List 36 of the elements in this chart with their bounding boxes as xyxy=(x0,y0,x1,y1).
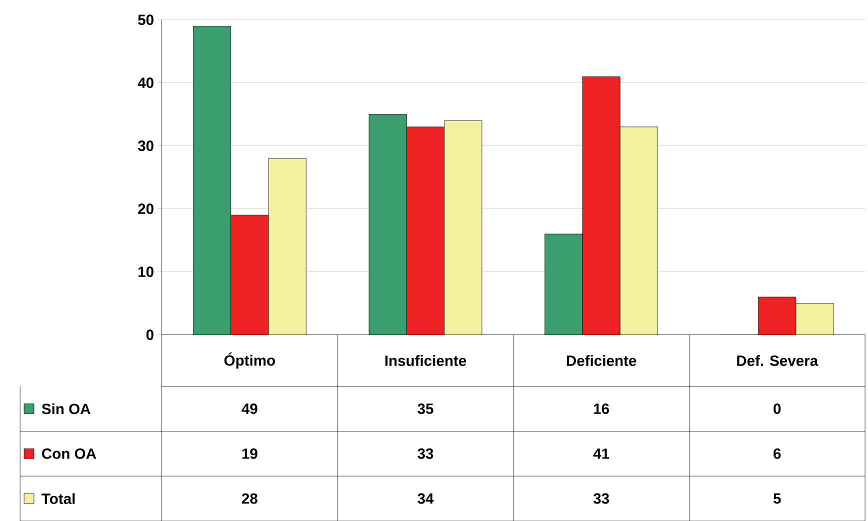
y-tick-label: 0 xyxy=(146,330,154,340)
data-label: 28 xyxy=(242,493,258,504)
data-label: 49 xyxy=(242,404,258,414)
x-tick-label: Def. Severa xyxy=(737,355,818,366)
data-label: 33 xyxy=(418,448,434,459)
bar xyxy=(230,215,268,335)
data-label: 35 xyxy=(418,404,434,414)
bar xyxy=(193,26,231,335)
y-tick-label: 20 xyxy=(138,204,154,214)
y-tick-label: 40 xyxy=(138,78,154,88)
x-tick-label: Deficiente xyxy=(566,355,636,366)
data-label: 41 xyxy=(593,448,610,459)
data-label: 19 xyxy=(242,448,258,459)
bar xyxy=(406,126,444,335)
x-tick-label: Óptimo xyxy=(224,352,275,369)
bar xyxy=(544,234,582,335)
bar xyxy=(582,76,620,335)
x-tick-label: Insuficiente xyxy=(385,355,466,366)
legend-label: Total xyxy=(42,493,75,504)
data-label: 0 xyxy=(774,404,781,414)
data-label: 34 xyxy=(418,493,434,504)
bar xyxy=(444,120,482,335)
bar xyxy=(758,296,796,335)
bar xyxy=(268,158,306,335)
legend-label: Con OA xyxy=(42,448,96,459)
y-tick-label: 50 xyxy=(138,14,154,26)
y-tick-label: 10 xyxy=(138,266,154,278)
data-label: 16 xyxy=(594,404,609,414)
bar xyxy=(620,126,658,335)
legend-label: Sin OA xyxy=(42,403,90,414)
bar xyxy=(369,114,407,335)
data-label: 6 xyxy=(774,448,781,459)
y-tick-label: 30 xyxy=(138,140,154,152)
bar xyxy=(796,303,834,335)
data-label: 5 xyxy=(773,493,781,504)
data-label: 33 xyxy=(593,493,609,504)
